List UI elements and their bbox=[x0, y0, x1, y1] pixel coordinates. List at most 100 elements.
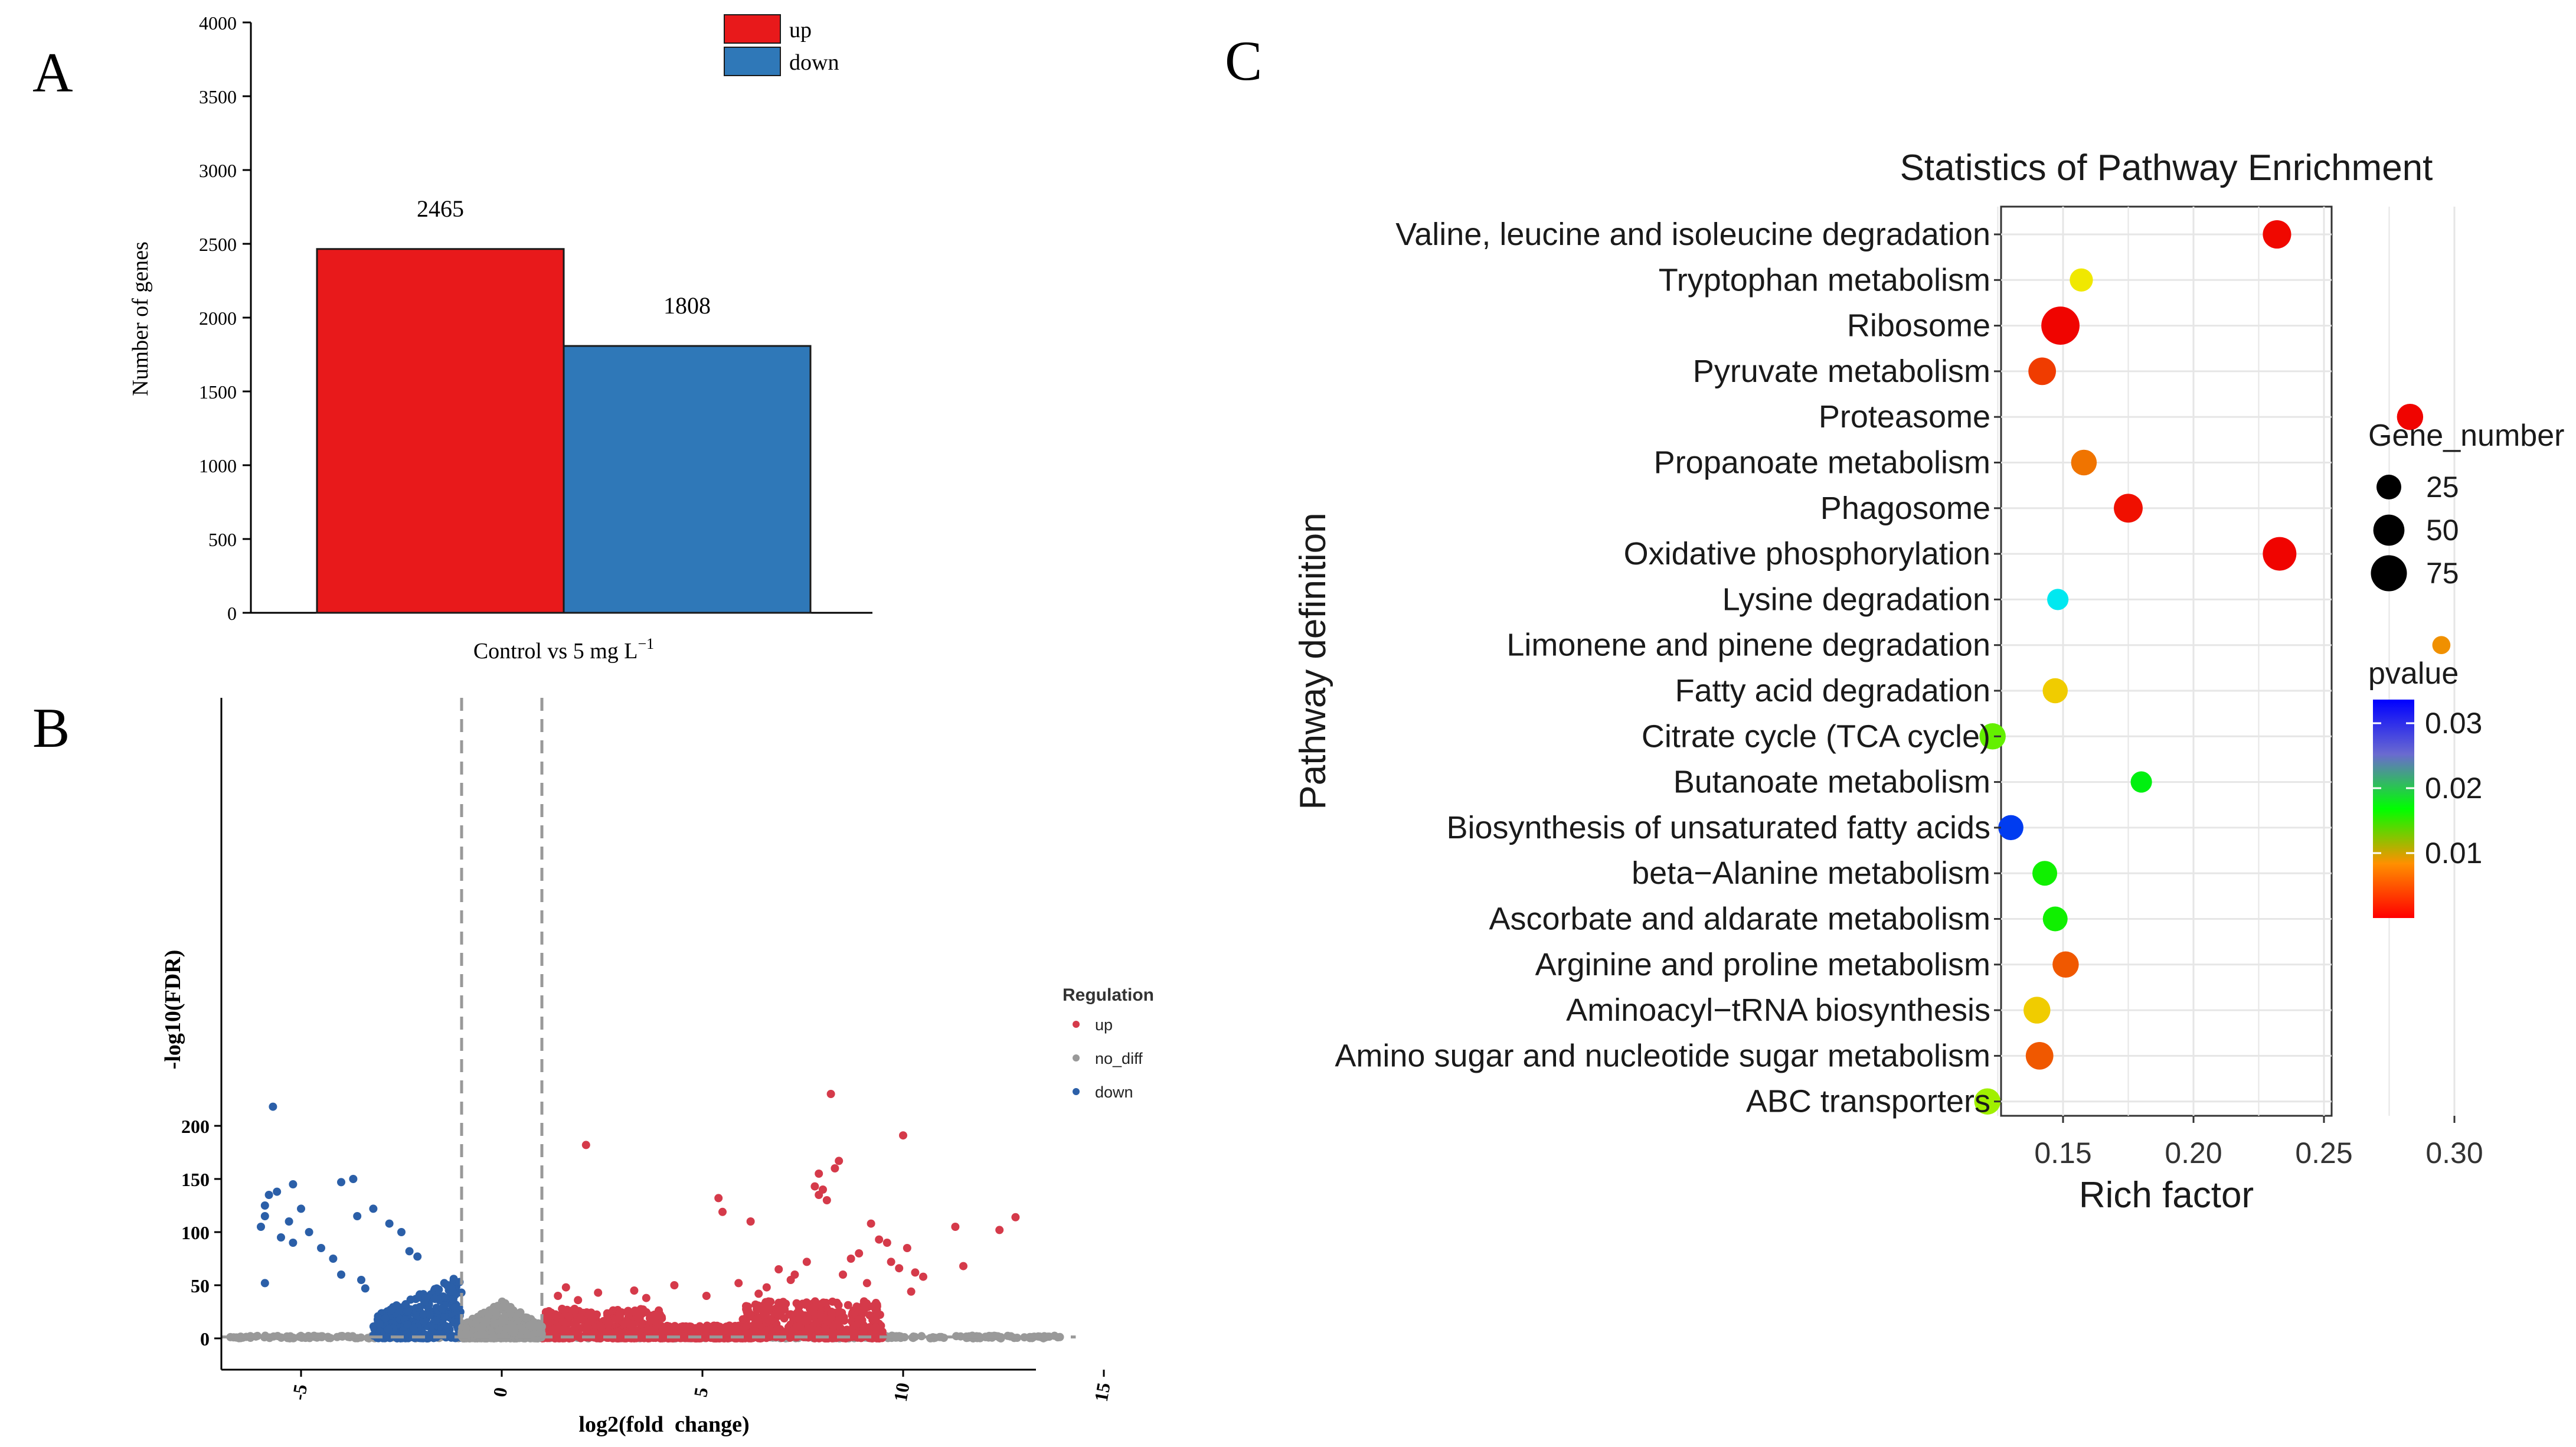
volcano-point-up bbox=[714, 1194, 723, 1203]
volcano-point-up bbox=[814, 1325, 823, 1334]
panel-label-c: C bbox=[1225, 30, 1262, 92]
volcano-point-up bbox=[701, 1324, 710, 1332]
volcano-point-up bbox=[865, 1311, 874, 1319]
volcano-point-up bbox=[642, 1294, 650, 1302]
volcano-point-up bbox=[734, 1279, 743, 1288]
volcano-point-up bbox=[790, 1270, 799, 1279]
volcano-point-down bbox=[305, 1228, 313, 1236]
enrichment-pathway-label: Proteasome bbox=[1819, 399, 1990, 435]
enrichment-point bbox=[2070, 268, 2093, 292]
colorbar-tick-label: 0.01 bbox=[2425, 837, 2482, 870]
volcano-point-no-diff bbox=[889, 1333, 898, 1342]
enrichment-point bbox=[2432, 636, 2451, 655]
volcano-point-down bbox=[381, 1314, 390, 1322]
bar-y-tick-label: 4000 bbox=[199, 12, 237, 34]
enrichment-point bbox=[2028, 357, 2057, 386]
bar-up bbox=[316, 248, 565, 614]
enrichment-pathway-label: beta−Alanine metabolism bbox=[1632, 855, 1990, 891]
bar-legend-label-up: up bbox=[789, 18, 812, 43]
volcano-point-down bbox=[397, 1228, 406, 1236]
panel-label-a: A bbox=[32, 41, 73, 104]
bar-value-label-down: 1808 bbox=[663, 292, 711, 319]
volcano-point-up bbox=[551, 1310, 560, 1319]
volcano-point-up bbox=[826, 1090, 835, 1098]
volcano-point-up bbox=[730, 1324, 738, 1332]
volcano-point-down bbox=[437, 1304, 446, 1313]
volcano-point-down bbox=[450, 1304, 459, 1312]
enrichment-pathway-label: Pyruvate metabolism bbox=[1693, 354, 1990, 389]
volcano-point-down bbox=[285, 1217, 293, 1226]
bar-down bbox=[563, 345, 812, 614]
volcano-point-down bbox=[337, 1178, 345, 1187]
volcano-point-up bbox=[574, 1296, 583, 1305]
volcano-point-no-diff bbox=[482, 1316, 491, 1325]
enrichment-point bbox=[2032, 861, 2058, 886]
volcano-point-down bbox=[419, 1310, 428, 1319]
volcano-point-no-diff bbox=[910, 1332, 919, 1341]
volcano-point-down bbox=[431, 1316, 440, 1325]
volcano-point-up bbox=[854, 1315, 863, 1324]
volcano-point-no-diff bbox=[471, 1318, 480, 1327]
volcano-point-up bbox=[834, 1301, 843, 1309]
enrichment-pathway-label: Aminoacyl−tRNA biosynthesis bbox=[1566, 992, 1990, 1028]
volcano-point-down bbox=[277, 1233, 285, 1242]
enrichment-pathway-label: Valine, leucine and isoleucine degradati… bbox=[1395, 217, 1990, 252]
volcano-point-up bbox=[762, 1283, 771, 1292]
volcano-point-down bbox=[361, 1284, 370, 1293]
volcano-point-down bbox=[357, 1276, 365, 1284]
volcano-point-up bbox=[867, 1219, 875, 1228]
volcano-point-up bbox=[780, 1314, 789, 1323]
volcano-point-up bbox=[803, 1316, 812, 1325]
volcano-point-no-diff bbox=[501, 1314, 509, 1323]
volcano-point-up bbox=[794, 1315, 803, 1324]
volcano-point-up bbox=[573, 1330, 581, 1339]
bar-y-tick-label: 2500 bbox=[199, 234, 237, 255]
volcano-point-up bbox=[852, 1304, 861, 1312]
enrichment-pathway-label: Citrate cycle (TCA cycle) bbox=[1642, 718, 1990, 754]
volcano-point-down bbox=[420, 1317, 429, 1325]
volcano-point-down bbox=[269, 1102, 277, 1111]
volcano-y-tick-label: 200 bbox=[181, 1116, 210, 1137]
volcano-x-axis-label: log2(fold change) bbox=[578, 1412, 749, 1437]
volcano-point-up bbox=[809, 1308, 818, 1317]
volcano-point-up bbox=[849, 1321, 858, 1330]
enrichment-pathway-label: Ribosome bbox=[1847, 308, 1990, 344]
volcano-x-tick-label: 0 bbox=[489, 1386, 511, 1399]
volcano-point-up bbox=[882, 1239, 891, 1247]
color-legend-title: pvalue bbox=[2368, 656, 2459, 691]
size-legend-label: 25 bbox=[2426, 471, 2459, 504]
volcano-point-up bbox=[617, 1333, 626, 1342]
volcano-point-up bbox=[846, 1255, 855, 1263]
volcano-point-up bbox=[659, 1326, 668, 1335]
volcano-point-down bbox=[427, 1328, 436, 1337]
volcano-point-down bbox=[264, 1191, 273, 1199]
volcano-point-up bbox=[581, 1141, 590, 1149]
enrichment-pathway-label: Phagosome bbox=[1820, 491, 1990, 526]
volcano-point-up bbox=[615, 1309, 624, 1318]
volcano-point-up bbox=[701, 1332, 710, 1341]
volcano-point-up bbox=[571, 1306, 580, 1315]
bar-y-tick-label: 0 bbox=[227, 603, 237, 624]
volcano-legend-title: Regulation bbox=[1063, 985, 1154, 1005]
volcano-point-down bbox=[405, 1247, 414, 1256]
volcano-x-tick-label: 10 bbox=[890, 1381, 914, 1403]
volcano-y-tick-label: 100 bbox=[181, 1222, 210, 1243]
volcano-point-no-diff bbox=[253, 1331, 262, 1340]
enrichment-x-tick-label: 0.25 bbox=[2295, 1136, 2352, 1170]
volcano-legend-dot-up bbox=[1073, 1021, 1080, 1028]
volcano-point-up bbox=[810, 1182, 819, 1191]
volcano-point-down bbox=[447, 1283, 456, 1292]
volcano-point-up bbox=[903, 1244, 911, 1252]
volcano-point-up bbox=[571, 1322, 580, 1331]
volcano-point-down bbox=[337, 1270, 345, 1279]
volcano-point-down bbox=[443, 1322, 452, 1331]
volcano-point-up bbox=[764, 1299, 773, 1308]
volcano-point-up bbox=[865, 1322, 874, 1331]
colorbar-tick-label: 0.02 bbox=[2425, 772, 2482, 805]
enrichment-point bbox=[2041, 306, 2080, 345]
volcano-point-up bbox=[751, 1300, 760, 1309]
volcano-point-down bbox=[401, 1300, 410, 1309]
enrichment-point bbox=[2071, 449, 2097, 476]
volcano-point-down bbox=[349, 1175, 358, 1183]
